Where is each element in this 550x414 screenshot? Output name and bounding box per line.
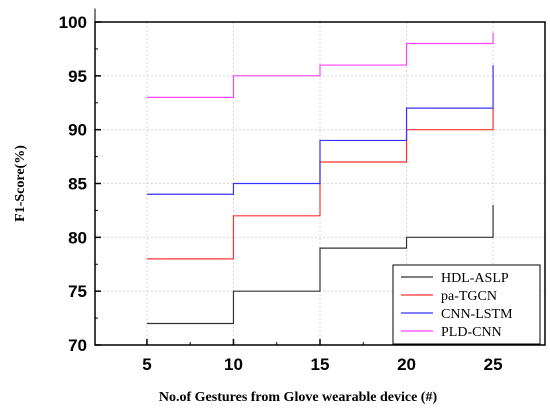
y-tick-label: 80: [68, 228, 87, 247]
legend-label-pld-cnn: PLD-CNN: [441, 325, 502, 340]
y-tick-label: 70: [68, 336, 87, 355]
legend-label-hdl-aslp: HDL-ASLP: [441, 271, 509, 286]
legend-label-pa-tgcn: pa-TGCN: [441, 289, 497, 304]
x-tick-label: 20: [397, 355, 416, 374]
x-tick-label: 25: [484, 355, 503, 374]
series-lines: [146, 32, 494, 325]
y-tick-label: 75: [68, 282, 87, 301]
x-axis-label: No.of Gestures from Glove wearable devic…: [159, 390, 438, 405]
series-line-pld-cnn: [146, 32, 494, 98]
x-tick-label: 10: [224, 355, 243, 374]
axis-ticks: 70 75 80 85 90 95 100 5 10 15 20 25: [59, 8, 537, 374]
y-tick-label: 100: [59, 13, 87, 32]
y-tick-label: 95: [68, 67, 87, 86]
x-tick-label: 15: [311, 355, 330, 374]
series-line-cnn-lstm: [146, 65, 494, 195]
y-axis-label: F1-Score(%): [13, 145, 28, 222]
y-tick-label: 85: [68, 175, 87, 194]
series-line-hdl-aslp: [146, 205, 494, 325]
legend-label-cnn-lstm: CNN-LSTM: [441, 307, 513, 322]
legend: HDL-ASLP pa-TGCN CNN-LSTM PLD-CNN: [392, 264, 541, 345]
y-tick-label: 90: [68, 121, 87, 140]
x-tick-label: 5: [142, 355, 151, 374]
